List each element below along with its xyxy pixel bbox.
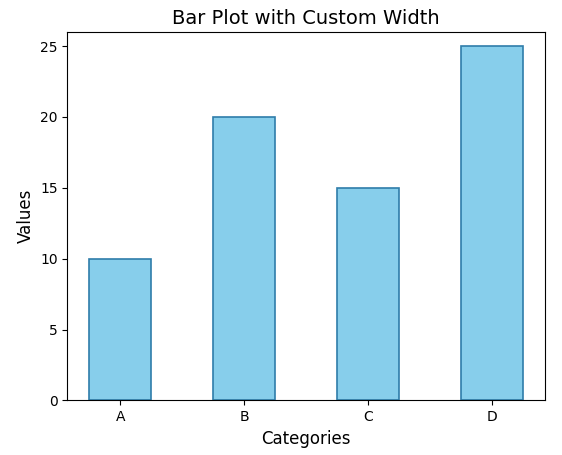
Bar — [89, 258, 151, 400]
Y-axis label: Values: Values — [16, 189, 34, 243]
Bar — [461, 46, 523, 400]
Bar — [213, 117, 275, 400]
Title: Bar Plot with Custom Width: Bar Plot with Custom Width — [173, 9, 440, 27]
X-axis label: Categories: Categories — [261, 430, 351, 448]
Bar — [337, 188, 400, 400]
